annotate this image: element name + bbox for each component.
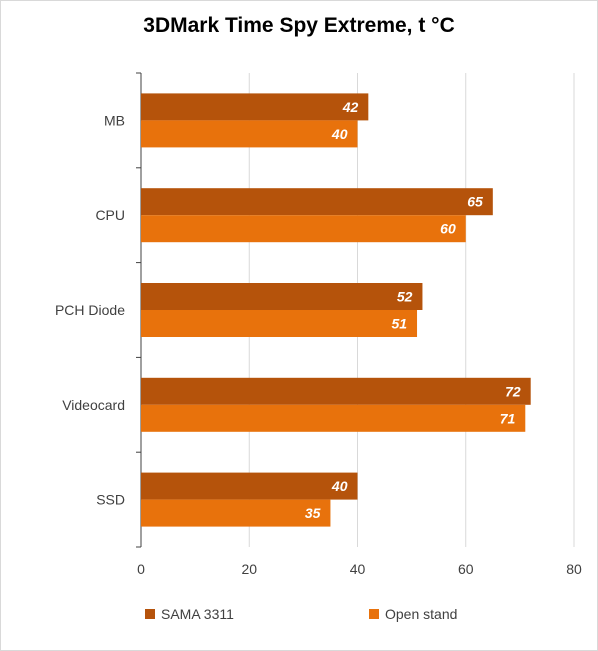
bar [141, 188, 493, 216]
bar [141, 377, 531, 405]
legend: SAMA 3311 Open stand [0, 606, 598, 626]
bar [141, 404, 526, 432]
category-label: Videocard [62, 397, 125, 413]
data-label: 72 [505, 383, 521, 399]
category-label: SSD [96, 492, 125, 508]
bar [141, 499, 331, 527]
x-tick-label: 0 [137, 561, 145, 577]
x-tick-label: 20 [241, 561, 257, 577]
category-label: PCH Diode [55, 302, 125, 318]
bar [141, 120, 358, 148]
data-label: 42 [342, 99, 359, 115]
data-label: 52 [397, 289, 413, 305]
legend-label: SAMA 3311 [161, 606, 234, 622]
x-tick-label: 60 [458, 561, 474, 577]
data-label: 71 [500, 410, 516, 426]
legend-swatch [369, 609, 379, 619]
x-tick-label: 40 [350, 561, 366, 577]
chart-title: 3DMark Time Spy Extreme, t °C [143, 14, 455, 37]
data-label: 40 [331, 126, 348, 142]
legend-label: Open stand [385, 606, 458, 622]
category-label: MB [104, 112, 125, 128]
legend-swatch [145, 609, 155, 619]
legend-item-sama-3311: SAMA 3311 [145, 606, 234, 622]
data-label: 60 [440, 221, 456, 237]
bar [141, 310, 418, 337]
bar [141, 283, 423, 310]
data-label: 40 [331, 478, 348, 494]
data-label: 65 [467, 194, 483, 210]
bar [141, 93, 369, 121]
x-tick-label: 80 [566, 561, 582, 577]
category-label: CPU [95, 207, 125, 223]
legend-item-open-stand: Open stand [369, 606, 457, 622]
bar [141, 472, 358, 500]
bar [141, 215, 466, 243]
data-label: 35 [305, 505, 321, 521]
data-label: 51 [391, 316, 407, 332]
